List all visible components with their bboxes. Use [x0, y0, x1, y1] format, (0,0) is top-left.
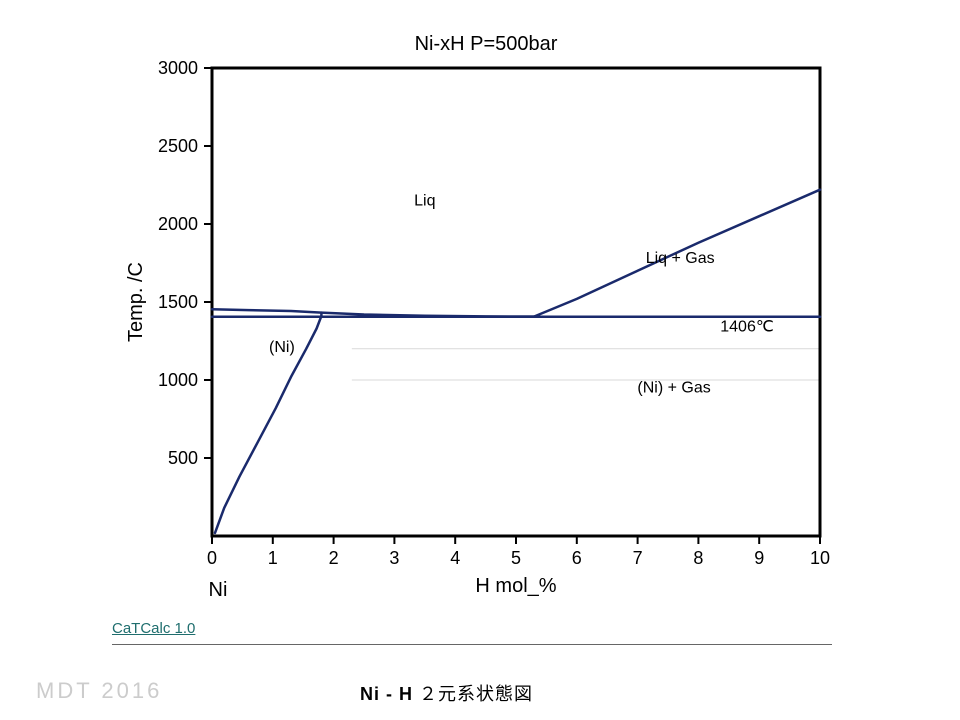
- footer-rule: [112, 644, 832, 645]
- svg-text:500: 500: [168, 448, 198, 468]
- svg-text:1500: 1500: [158, 292, 198, 312]
- svg-text:3000: 3000: [158, 58, 198, 78]
- caption-system: Ni - H: [360, 684, 413, 704]
- phase-diagram-container: 0 1 2 3 4 5 6 7 8 9 10 500 1000 1500 2000 2500 3000 Ni-xH…: [0, 0, 960, 720]
- svg-text:Ni: Ni: [209, 579, 228, 601]
- svg-text:(Ni): (Ni): [269, 339, 295, 356]
- svg-text:9: 9: [754, 548, 764, 568]
- svg-text:5: 5: [511, 548, 521, 568]
- svg-text:2000: 2000: [158, 214, 198, 234]
- svg-text:3: 3: [389, 548, 399, 568]
- svg-text:6: 6: [572, 548, 582, 568]
- svg-text:1406℃: 1406℃: [720, 319, 774, 336]
- svg-text:2: 2: [329, 548, 339, 568]
- svg-text:Ni-xH P=500bar: Ni-xH P=500bar: [415, 33, 558, 55]
- svg-text:8: 8: [693, 548, 703, 568]
- svg-text:7: 7: [633, 548, 643, 568]
- caption-rest: ２元系状態図: [419, 684, 533, 704]
- svg-text:H mol_%: H mol_%: [475, 575, 556, 597]
- svg-text:4: 4: [450, 548, 460, 568]
- watermark: MDT 2016: [36, 678, 162, 704]
- svg-text:1000: 1000: [158, 370, 198, 390]
- software-link[interactable]: CaTCalc 1.0: [112, 620, 195, 637]
- svg-text:Temp. /C: Temp. /C: [125, 262, 147, 342]
- svg-text:10: 10: [810, 548, 830, 568]
- svg-text:0: 0: [207, 548, 217, 568]
- phase-diagram-svg: 0 1 2 3 4 5 6 7 8 9 10 500 1000 1500 2000 2500 3000 Ni-xH…: [0, 0, 960, 720]
- svg-text:Liq + Gas: Liq + Gas: [646, 250, 715, 267]
- svg-text:2500: 2500: [158, 136, 198, 156]
- svg-text:Liq: Liq: [414, 192, 435, 209]
- svg-text:(Ni) + Gas: (Ni) + Gas: [637, 379, 710, 396]
- figure-caption: Ni - H ２元系状態図: [360, 680, 533, 706]
- svg-text:1: 1: [268, 548, 278, 568]
